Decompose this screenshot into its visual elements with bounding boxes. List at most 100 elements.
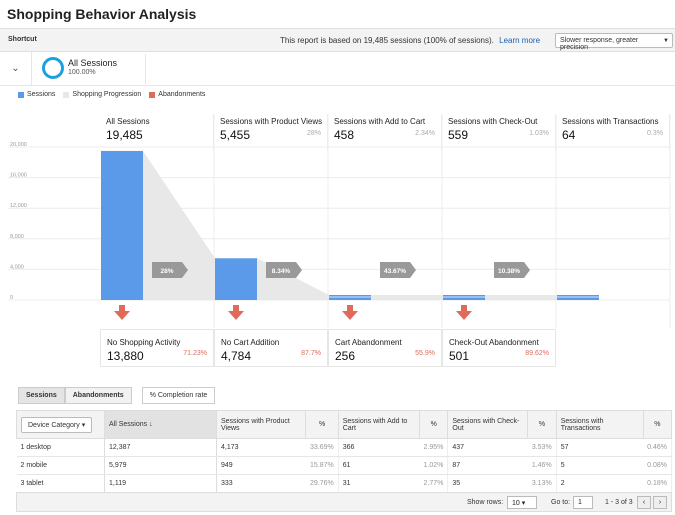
page-title: Shopping Behavior Analysis <box>7 6 197 22</box>
sampling-select[interactable]: Slower response, greater precision ▼ <box>555 33 673 51</box>
table-cell: 1.46% <box>527 456 557 475</box>
column-header[interactable]: All Sessions ↓ <box>104 410 217 439</box>
next-page-button[interactable]: › <box>653 496 667 509</box>
abandon-arrow-stem <box>461 305 467 311</box>
legend-swatch <box>63 91 70 98</box>
abandonment-value: 4,784 <box>221 349 252 363</box>
table-cell: 0.08% <box>643 456 673 475</box>
y-tick-label: 16,000 <box>10 173 27 179</box>
abandon-arrow-stem <box>119 305 125 311</box>
stage-name: Sessions with Add to Cart <box>334 117 426 126</box>
table-cell: 0.46% <box>643 438 673 457</box>
legend-item: Sessions <box>18 91 55 98</box>
table-cell: 31 <box>338 474 420 493</box>
abandonment-box: No Shopping Activity 13,880 71.23% <box>100 329 214 367</box>
table-cell: 0.18% <box>643 474 673 493</box>
shortcut-bar: Shortcut This report is based on 19,485 … <box>0 28 675 52</box>
abandon-arrow-stem <box>347 305 353 311</box>
progression-arrow <box>380 262 416 278</box>
table-cell: 61 <box>338 456 420 475</box>
stage-header: All Sessions 19,485 <box>100 114 214 150</box>
abandon-arrow-stem <box>233 305 239 311</box>
y-tick-label: 4,000 <box>10 264 24 270</box>
table-cell: 1,119 <box>104 474 217 493</box>
chevron-down-icon: ▼ <box>663 38 669 44</box>
table-cell: 4,173 <box>216 438 306 457</box>
column-header[interactable]: Sessions with Transactions <box>555 410 644 439</box>
column-header[interactable]: % <box>305 410 339 439</box>
learn-more-link[interactable]: Learn more <box>499 36 541 45</box>
table-cell: 3.13% <box>527 474 557 493</box>
chevron-down-icon: ⌄ <box>11 63 20 74</box>
show-rows-select[interactable]: 10 ▾ <box>507 496 537 509</box>
shortcut-link[interactable]: Shortcut <box>8 36 37 43</box>
goto-input[interactable]: 1 <box>573 496 593 509</box>
y-tick-label: 12,000 <box>10 203 27 209</box>
y-tick-label: 0 <box>10 295 13 301</box>
abandonment-pct: 55.9% <box>415 350 435 357</box>
table-cell: 12,387 <box>104 438 217 457</box>
table-cell: 949 <box>216 456 306 475</box>
column-header[interactable]: Sessions with Add to Cart <box>337 410 421 439</box>
stage-pct: 1.03% <box>529 130 549 137</box>
table-cell: 33.69% <box>305 438 339 457</box>
abandonment-value: 501 <box>449 349 470 363</box>
table-tabs: Sessions Abandonments % Completion rate <box>18 387 216 404</box>
tab-sessions[interactable]: Sessions <box>18 387 65 404</box>
session-bar <box>215 258 257 300</box>
abandonment-pct: 71.23% <box>183 350 207 357</box>
abandonment-name: No Cart Addition <box>221 338 280 347</box>
abandonment-box: No Cart Addition 4,784 87.7% <box>214 329 328 367</box>
table-cell: 437 <box>447 438 528 457</box>
stage-pct: 28% <box>306 130 321 137</box>
legend-swatch <box>149 91 156 98</box>
column-header[interactable]: % <box>642 410 673 439</box>
session-bar <box>443 295 485 300</box>
abandon-arrow-icon <box>456 311 472 320</box>
session-bar <box>101 150 143 300</box>
chart-legend: Sessions Shopping Progression Abandonments <box>18 91 205 98</box>
table-cell: 3.53% <box>527 438 557 457</box>
row-device[interactable]: 3 tablet <box>16 474 105 493</box>
table-cell: 87 <box>447 456 528 475</box>
progression-arrow <box>494 262 530 278</box>
legend-swatch <box>18 91 24 98</box>
progression-arrow <box>266 262 302 278</box>
segment-toggle[interactable]: ⌄ <box>0 52 32 86</box>
stage-pct: 0.3% <box>647 130 663 137</box>
column-header[interactable]: Sessions with Check-Out <box>447 410 529 439</box>
row-device[interactable]: 2 mobile <box>16 456 105 475</box>
session-bar <box>557 295 599 300</box>
stage-header: Sessions with Product Views 5,455 28% <box>214 114 328 150</box>
column-header[interactable]: % <box>527 410 557 439</box>
stage-value: 559 <box>448 128 469 142</box>
column-header[interactable]: % <box>419 410 449 439</box>
report-note: This report is based on 19,485 sessions … <box>280 36 540 45</box>
legend-label: Sessions <box>27 91 56 98</box>
segment-pct: 100.00% <box>68 69 96 76</box>
progression-shape <box>371 295 443 300</box>
row-device[interactable]: 1 desktop <box>16 438 105 457</box>
table-row: 1 desktop 12,387 4,173 33.69% 366 2.95% 437 3.5… <box>16 438 673 457</box>
abandonment-pct: 89.62% <box>525 350 549 357</box>
column-header[interactable]: Sessions with Product Views <box>215 410 307 439</box>
segment-all-sessions[interactable]: All Sessions 100.00% <box>36 54 146 84</box>
table-cell: 5,979 <box>104 456 217 475</box>
table-cell: 2.77% <box>419 474 449 493</box>
tab-completion-rate[interactable]: % Completion rate <box>141 387 216 404</box>
table-cell: 35 <box>447 474 528 493</box>
table-cell: 15.87% <box>305 456 339 475</box>
abandonment-name: Check-Out Abandonment <box>449 338 539 347</box>
abandonment-value: 256 <box>335 349 356 363</box>
table-cell: 366 <box>338 438 420 457</box>
dimension-select[interactable]: Device Category ▾ <box>21 416 93 433</box>
tab-abandonments[interactable]: Abandonments <box>64 387 132 404</box>
table-row: 2 mobile 5,979 949 15.87% 61 1.02% 87 1.46% 5 0.0… <box>16 456 673 475</box>
stage-value: 5,455 <box>220 128 251 142</box>
legend-label: Shopping Progression <box>72 91 142 98</box>
legend-item: Abandonments <box>149 91 205 98</box>
prev-page-button[interactable]: ‹ <box>637 496 651 509</box>
abandonment-box: Check-Out Abandonment 501 89.62% <box>442 329 556 367</box>
table-cell: 333 <box>216 474 306 493</box>
stage-name: Sessions with Product Views <box>220 117 323 126</box>
